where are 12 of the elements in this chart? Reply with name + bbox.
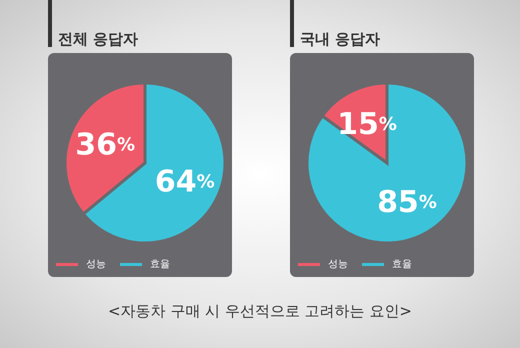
data-label: 85%: [377, 184, 437, 220]
chart-title: 전체 응답자: [58, 30, 138, 49]
text: <자동차 구매 시 우선적으로 고려하는 요인>: [107, 302, 413, 321]
legend-label: 효율: [150, 258, 170, 271]
chart-title: 국내 응답자: [300, 30, 380, 49]
data-label: 15%: [337, 106, 397, 142]
data-label: 64%: [154, 164, 215, 200]
legend-label: 효율: [392, 258, 412, 271]
pie-slice: [306, 82, 468, 244]
legend-label: 성능: [86, 258, 106, 271]
legend-label: 성능: [328, 258, 348, 271]
data-label: 36%: [75, 126, 136, 162]
